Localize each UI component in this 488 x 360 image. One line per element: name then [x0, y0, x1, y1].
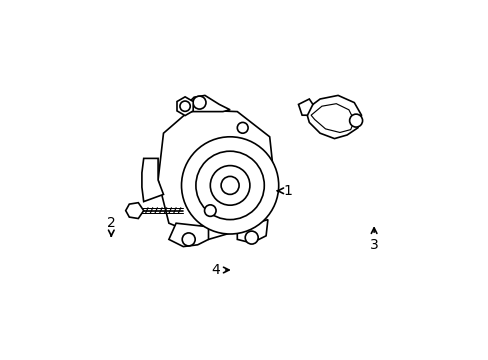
Polygon shape: [305, 95, 361, 139]
Text: 2: 2: [107, 216, 116, 236]
Polygon shape: [142, 158, 163, 202]
Polygon shape: [177, 97, 193, 116]
Polygon shape: [237, 220, 267, 243]
Polygon shape: [125, 203, 143, 219]
Circle shape: [180, 101, 190, 111]
Circle shape: [193, 96, 205, 109]
Circle shape: [244, 231, 258, 244]
Circle shape: [210, 166, 249, 205]
Text: 1: 1: [277, 184, 291, 198]
Circle shape: [221, 176, 239, 194]
Polygon shape: [298, 99, 312, 115]
Circle shape: [349, 114, 362, 127]
Polygon shape: [179, 95, 230, 112]
Text: 3: 3: [369, 228, 378, 252]
Polygon shape: [168, 223, 208, 247]
Text: 4: 4: [211, 263, 228, 277]
Circle shape: [181, 137, 278, 234]
Circle shape: [196, 151, 264, 220]
Circle shape: [237, 122, 247, 133]
Circle shape: [204, 205, 216, 216]
Polygon shape: [158, 110, 275, 239]
Polygon shape: [310, 104, 354, 132]
Circle shape: [182, 233, 195, 246]
